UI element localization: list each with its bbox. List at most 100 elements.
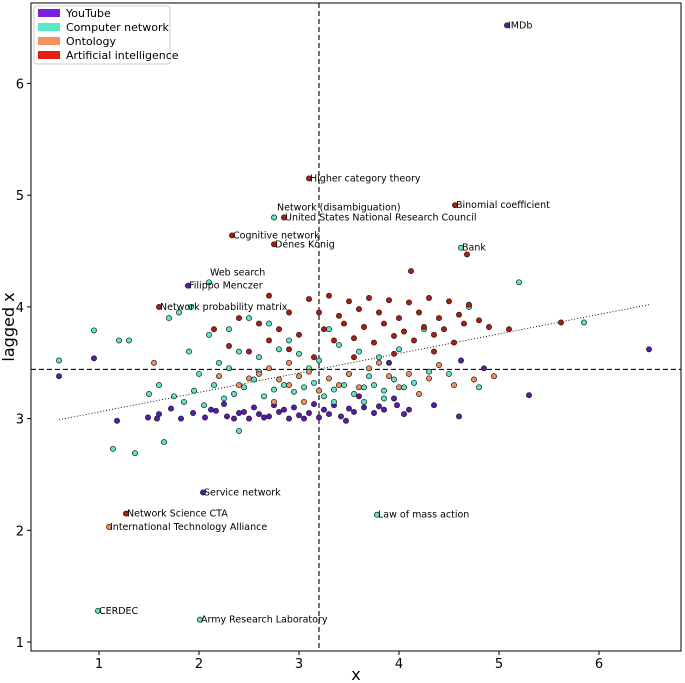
point-annotation: Web search: [210, 267, 265, 278]
data-point-artificial-intelligence: [351, 335, 357, 342]
data-point-youtube: [646, 346, 652, 353]
data-point-computer-network: [91, 327, 97, 334]
x-tick-label: 3: [295, 657, 303, 672]
point-annotation: Law of mass action: [378, 510, 469, 521]
data-point-computer-network: [116, 337, 122, 344]
data-point-ontology: [306, 368, 312, 375]
data-point-youtube: [185, 282, 191, 289]
data-point-computer-network: [211, 382, 217, 389]
data-point-artificial-intelligence: [558, 319, 564, 326]
x-tick-label: 5: [495, 657, 503, 672]
data-point-computer-network: [196, 370, 202, 377]
data-point-computer-network: [331, 386, 337, 393]
data-point-youtube: [338, 413, 344, 420]
legend-label: Ontology: [66, 35, 116, 48]
data-point-ontology: [416, 391, 422, 397]
data-point-youtube: [276, 408, 282, 415]
data-point-youtube: [371, 410, 377, 416]
data-point-computer-network: [361, 398, 367, 405]
data-point-youtube: [154, 415, 160, 422]
data-point-youtube: [526, 392, 532, 399]
data-point-youtube: [504, 22, 510, 29]
point-annotation: United States National Research Council: [285, 213, 477, 224]
data-point-computer-network: [201, 402, 207, 409]
data-point-computer-network: [206, 279, 212, 286]
point-annotation: Bank: [462, 243, 486, 254]
data-point-youtube: [241, 408, 247, 415]
data-point-youtube: [221, 401, 227, 408]
data-point-artificial-intelligence: [466, 301, 472, 308]
data-point-computer-network: [241, 384, 247, 391]
data-point-youtube: [376, 403, 382, 410]
data-point-artificial-intelligence: [464, 251, 470, 258]
point-annotation: Filippo Menczer: [189, 281, 263, 292]
data-point-computer-network: [271, 386, 277, 393]
legend-swatch: [38, 51, 60, 59]
data-point-artificial-intelligence: [451, 339, 457, 346]
data-point-artificial-intelligence: [446, 298, 452, 305]
data-point-computer-network: [296, 350, 302, 357]
data-point-artificial-intelligence: [281, 214, 287, 221]
data-points: [56, 22, 652, 623]
data-point-ontology: [106, 524, 112, 530]
x-tick-label: 2: [195, 657, 203, 672]
data-point-computer-network: [426, 368, 432, 375]
data-point-artificial-intelligence: [326, 292, 332, 299]
data-point-youtube: [114, 417, 120, 424]
data-point-computer-network: [261, 393, 267, 400]
data-point-youtube: [168, 405, 174, 412]
data-point-artificial-intelligence: [361, 324, 367, 330]
data-point-youtube: [481, 365, 487, 372]
data-point-youtube: [178, 415, 184, 422]
data-point-computer-network: [351, 391, 357, 397]
legend-label: Computer network: [66, 21, 169, 34]
data-point-computer-network: [301, 384, 307, 391]
data-point-computer-network: [171, 393, 177, 400]
data-point-computer-network: [476, 384, 482, 391]
data-point-artificial-intelligence: [346, 298, 352, 305]
data-point-artificial-intelligence: [229, 232, 235, 239]
data-point-artificial-intelligence: [391, 350, 397, 357]
data-point-ontology: [276, 376, 282, 383]
data-point-youtube: [386, 359, 392, 366]
data-point-youtube: [306, 410, 312, 416]
data-point-computer-network: [221, 395, 227, 402]
data-point-ontology: [396, 384, 402, 391]
data-point-computer-network: [156, 382, 162, 389]
data-point-artificial-intelligence: [256, 320, 262, 327]
y-tick-label: 6: [16, 77, 24, 92]
data-point-artificial-intelligence: [406, 299, 412, 306]
trend-line: [58, 304, 650, 421]
data-point-ontology: [296, 373, 302, 380]
data-point-artificial-intelligence: [401, 328, 407, 335]
data-point-artificial-intelligence: [431, 348, 437, 355]
point-annotation: International Technology Alliance: [110, 522, 267, 533]
point-annotation: Network Science CTA: [127, 509, 228, 520]
data-point-computer-network: [326, 326, 332, 333]
data-point-artificial-intelligence: [341, 320, 347, 327]
data-point-youtube: [326, 411, 332, 418]
data-point-artificial-intelligence: [321, 326, 327, 333]
data-point-computer-network: [276, 346, 282, 353]
data-point-youtube: [256, 411, 262, 418]
point-annotation: Cognitive network: [233, 230, 320, 241]
data-point-artificial-intelligence: [461, 320, 467, 327]
data-point-youtube: [261, 414, 267, 421]
data-point-computer-network: [376, 354, 382, 361]
data-point-computer-network: [391, 376, 397, 383]
data-point-computer-network: [371, 382, 377, 389]
data-point-ontology: [236, 382, 242, 389]
legend-swatch: [38, 37, 60, 45]
legend-box: [33, 5, 171, 65]
data-point-artificial-intelligence: [421, 324, 427, 330]
data-point-ontology: [356, 384, 362, 391]
data-point-ontology: [471, 376, 477, 383]
data-point-computer-network: [266, 320, 272, 327]
data-point-artificial-intelligence: [316, 309, 322, 316]
legend-label: Artificial intelligence: [66, 49, 179, 62]
data-point-artificial-intelligence: [416, 309, 422, 316]
data-point-ontology: [386, 373, 392, 380]
data-point-computer-network: [366, 373, 372, 380]
